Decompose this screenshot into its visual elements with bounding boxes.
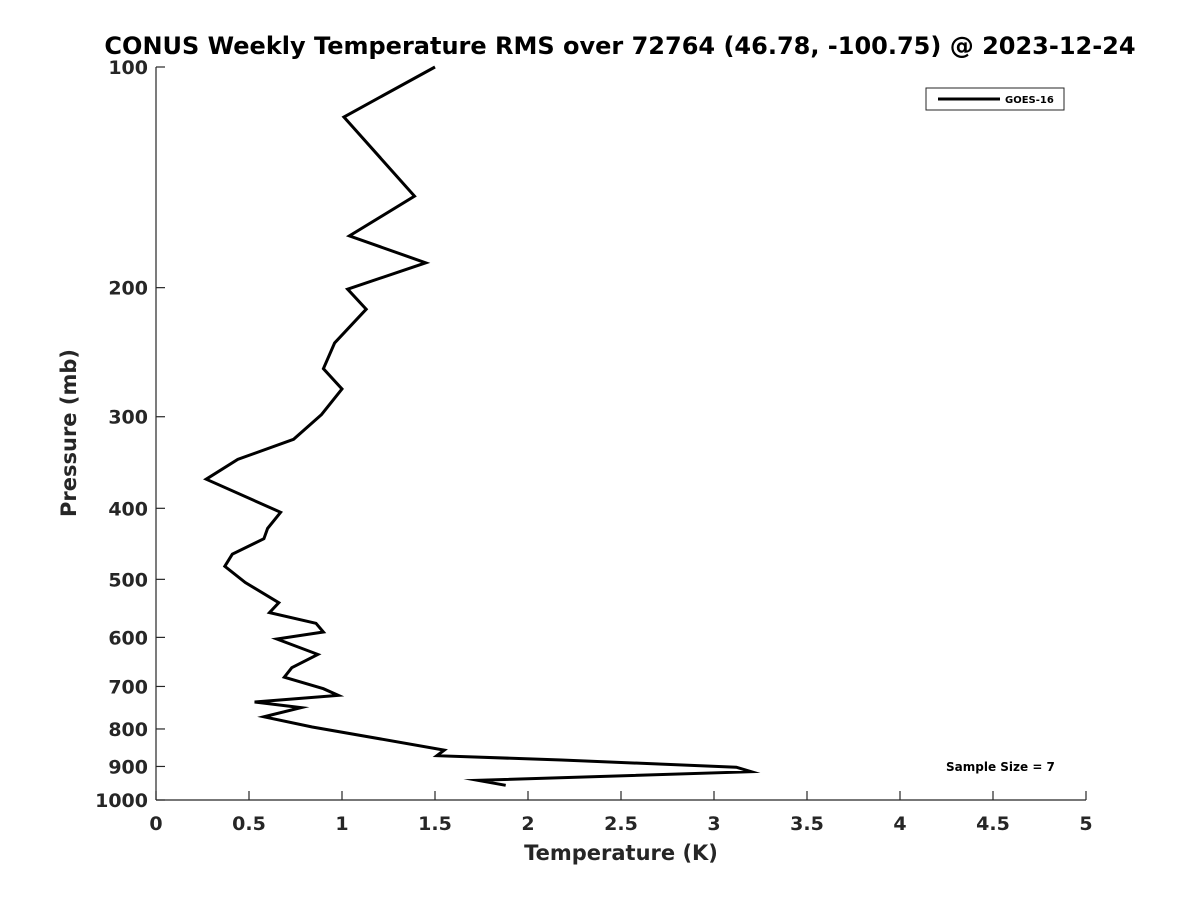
x-tick-label: 4 [893,813,906,835]
x-tick-label: 1.5 [418,813,452,835]
x-tick-label: 2.5 [604,813,638,835]
y-tick-label: 600 [108,627,148,649]
y-tick-label: 400 [108,498,148,520]
legend: GOES-16 [925,87,1065,111]
x-tick-label: 5 [1079,813,1092,835]
series-layer [203,65,761,787]
x-tick-label: 1 [335,813,348,835]
x-tick-label: 4.5 [976,813,1010,835]
y-tick-label: 700 [108,676,148,698]
x-ticks: 0 0.5 1 1.5 2 2.5 3 3.5 4 4.5 5 [149,791,1093,835]
x-tick-label: 0.5 [232,813,266,835]
sample-size-annotation: Sample Size = 7 [946,760,1055,774]
x-axis-label: Temperature (K) [524,841,718,865]
y-axis-label: Pressure (mb) [57,349,81,517]
y-tick-label: 100 [108,57,148,79]
legend-label-goes-16: GOES-16 [1005,95,1054,106]
y-tick-label: 800 [108,719,148,741]
y-tick-label: 200 [108,278,148,300]
y-tick-label: 300 [108,407,148,429]
y-ticks: 100 200 300 400 500 600 700 800 900 1000 [95,57,165,812]
x-tick-label: 3 [707,813,720,835]
y-tick-label: 500 [108,569,148,591]
chart-title: CONUS Weekly Temperature RMS over 72764 … [104,32,1135,60]
x-tick-label: 0 [149,813,162,835]
plot-area [155,67,1086,801]
x-tick-label: 2 [521,813,534,835]
series-line-goes-16 [203,65,761,787]
y-tick-label: 900 [108,756,148,778]
x-tick-label: 3.5 [790,813,824,835]
y-tick-label: 1000 [95,790,148,812]
